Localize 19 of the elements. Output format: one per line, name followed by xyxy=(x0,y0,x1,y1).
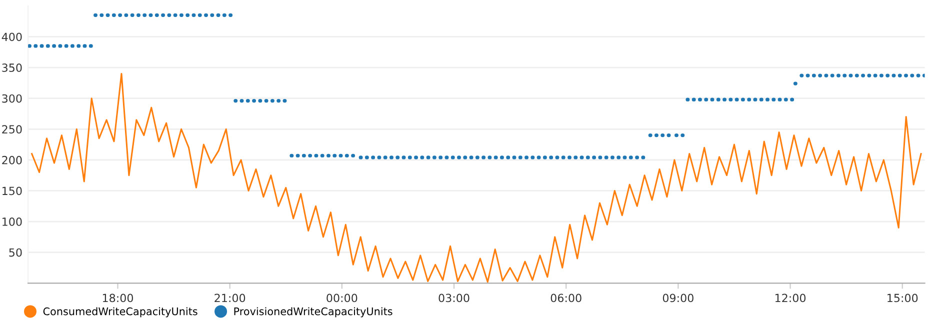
x-tick-label: 06:00 xyxy=(550,294,582,302)
y-tick-label: 250 xyxy=(2,125,22,134)
x-tick-label: 00:00 xyxy=(326,294,358,302)
y-tick-label: 100 xyxy=(2,218,22,226)
line-series xyxy=(31,72,922,283)
y-tick-label: 400 xyxy=(2,32,22,42)
legend-label: ConsumedWriteCapacityUnits xyxy=(43,307,198,318)
x-tick-label: 03:00 xyxy=(438,294,470,302)
legend-label: ProvisionedWriteCapacityUnits xyxy=(234,307,392,318)
x-tick-label: 12:00 xyxy=(775,294,806,302)
x-tick-label: 18:00 xyxy=(102,294,134,302)
x-tick-label: 21:00 xyxy=(214,294,246,302)
y-tick-label: 150 xyxy=(2,186,22,196)
y-tick-label: 50 xyxy=(9,248,22,257)
y-tick-label: 300 xyxy=(2,94,22,103)
x-tick-label: 15:00 xyxy=(888,294,918,302)
x-tick-label: 09:00 xyxy=(662,294,694,302)
y-tick-label: 350 xyxy=(2,64,22,72)
y-tick-label: 200 xyxy=(2,156,22,164)
